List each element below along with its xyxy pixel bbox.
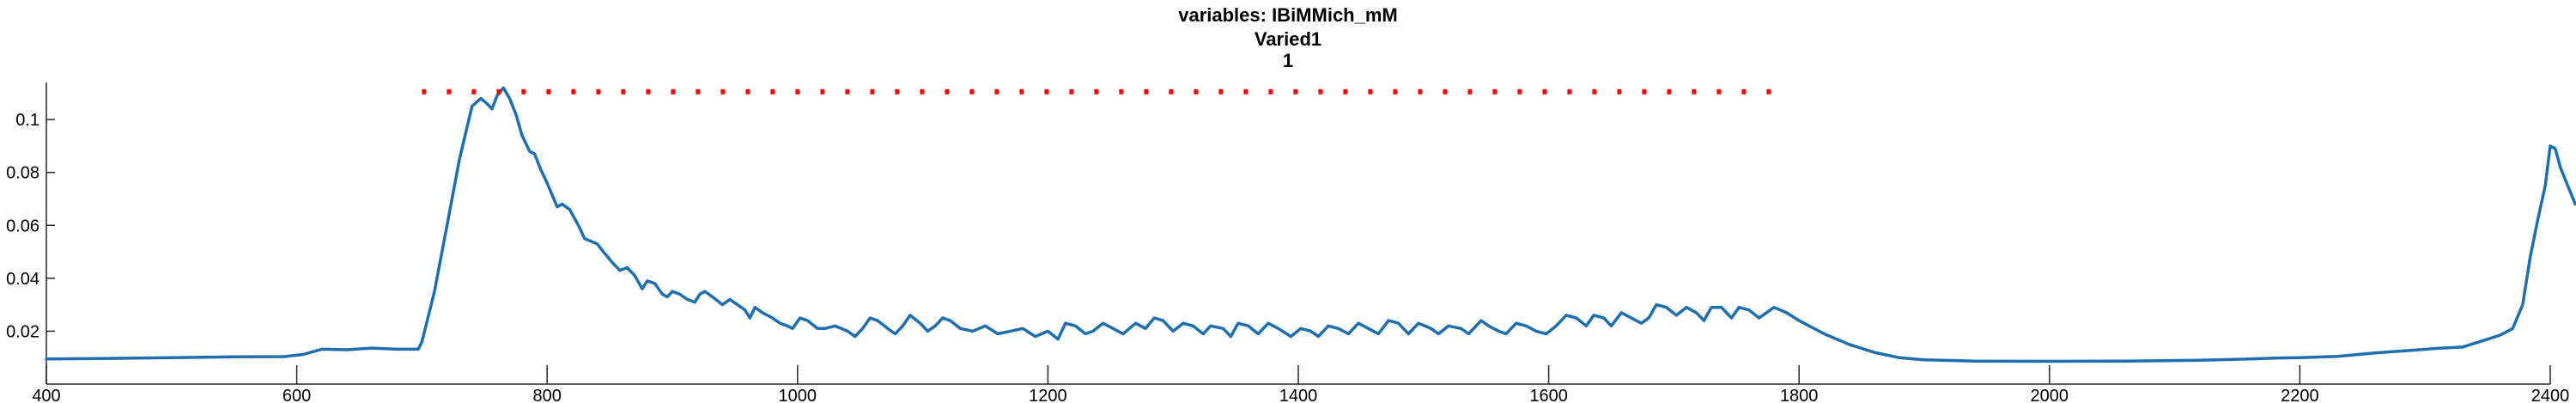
y-tick-label: 0.08	[6, 164, 39, 183]
x-tick-label: 2400	[2531, 387, 2570, 403]
chart-title: variables: IBiMMich_mM	[1178, 4, 1398, 26]
x-axis-ticks: 400 600 800 1000 1200 1400 1600 1800 2000 2200 240…	[32, 365, 2569, 403]
chart-subtitle-line-2: 1	[1283, 50, 1293, 71]
y-tick-label: 0.1	[15, 111, 39, 130]
series-line-main	[45, 86, 2576, 363]
x-tick-label: 1000	[779, 387, 817, 403]
x-tick-label: 1800	[1780, 387, 1819, 403]
y-tick-label: 0.04	[6, 270, 39, 289]
series-layer	[45, 86, 2576, 363]
x-tick-label: 600	[283, 387, 311, 403]
y-axis-ticks: 0.02 0.04 0.06 0.08 0.1	[6, 111, 55, 341]
x-tick-label: 1600	[1529, 387, 1568, 403]
x-tick-label: 400	[32, 387, 60, 403]
x-tick-label: 800	[533, 387, 562, 403]
x-tick-label: 1200	[1029, 387, 1067, 403]
x-tick-label: 2000	[2031, 387, 2069, 403]
y-tick-label: 0.02	[6, 322, 39, 341]
x-tick-label: 2200	[2281, 387, 2319, 403]
chart-subtitle-line-1: Varied1	[1255, 28, 1321, 50]
y-tick-label: 0.06	[6, 217, 39, 235]
x-tick-label: 1400	[1279, 387, 1318, 403]
